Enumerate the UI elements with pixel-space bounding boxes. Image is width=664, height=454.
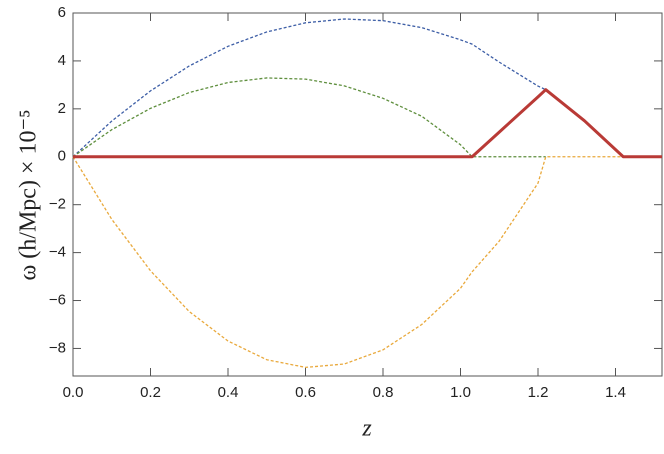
series-line <box>72 156 662 369</box>
x-tick-label: 0.0 <box>63 384 84 401</box>
y-tick-label: 0 <box>58 148 66 165</box>
plot-frame <box>72 12 663 377</box>
series-line <box>73 88 662 159</box>
x-tick-label: 1.0 <box>450 384 471 401</box>
x-tick-label: 0.2 <box>140 384 161 401</box>
x-tick-label: 0.4 <box>218 384 239 401</box>
series-line <box>72 77 546 158</box>
y-tick-label: −8 <box>49 339 66 356</box>
series-line <box>72 18 547 158</box>
y-tick-label: −6 <box>49 291 66 308</box>
y-axis-label: ω (h/Mpc) × 10⁻⁵ <box>16 109 42 280</box>
x-tick-label: 1.4 <box>605 384 626 401</box>
y-tick-label: 4 <box>58 52 66 69</box>
y-tick-label: −4 <box>49 244 66 261</box>
x-tick-label: 0.6 <box>295 384 316 401</box>
y-tick-label: 6 <box>58 4 66 21</box>
x-tick-label: 1.2 <box>528 384 549 401</box>
x-axis-label: z <box>361 416 372 442</box>
x-tick-label: 0.8 <box>373 384 394 401</box>
y-tick-label: −2 <box>49 196 66 213</box>
y-tick-label: 2 <box>58 100 66 117</box>
